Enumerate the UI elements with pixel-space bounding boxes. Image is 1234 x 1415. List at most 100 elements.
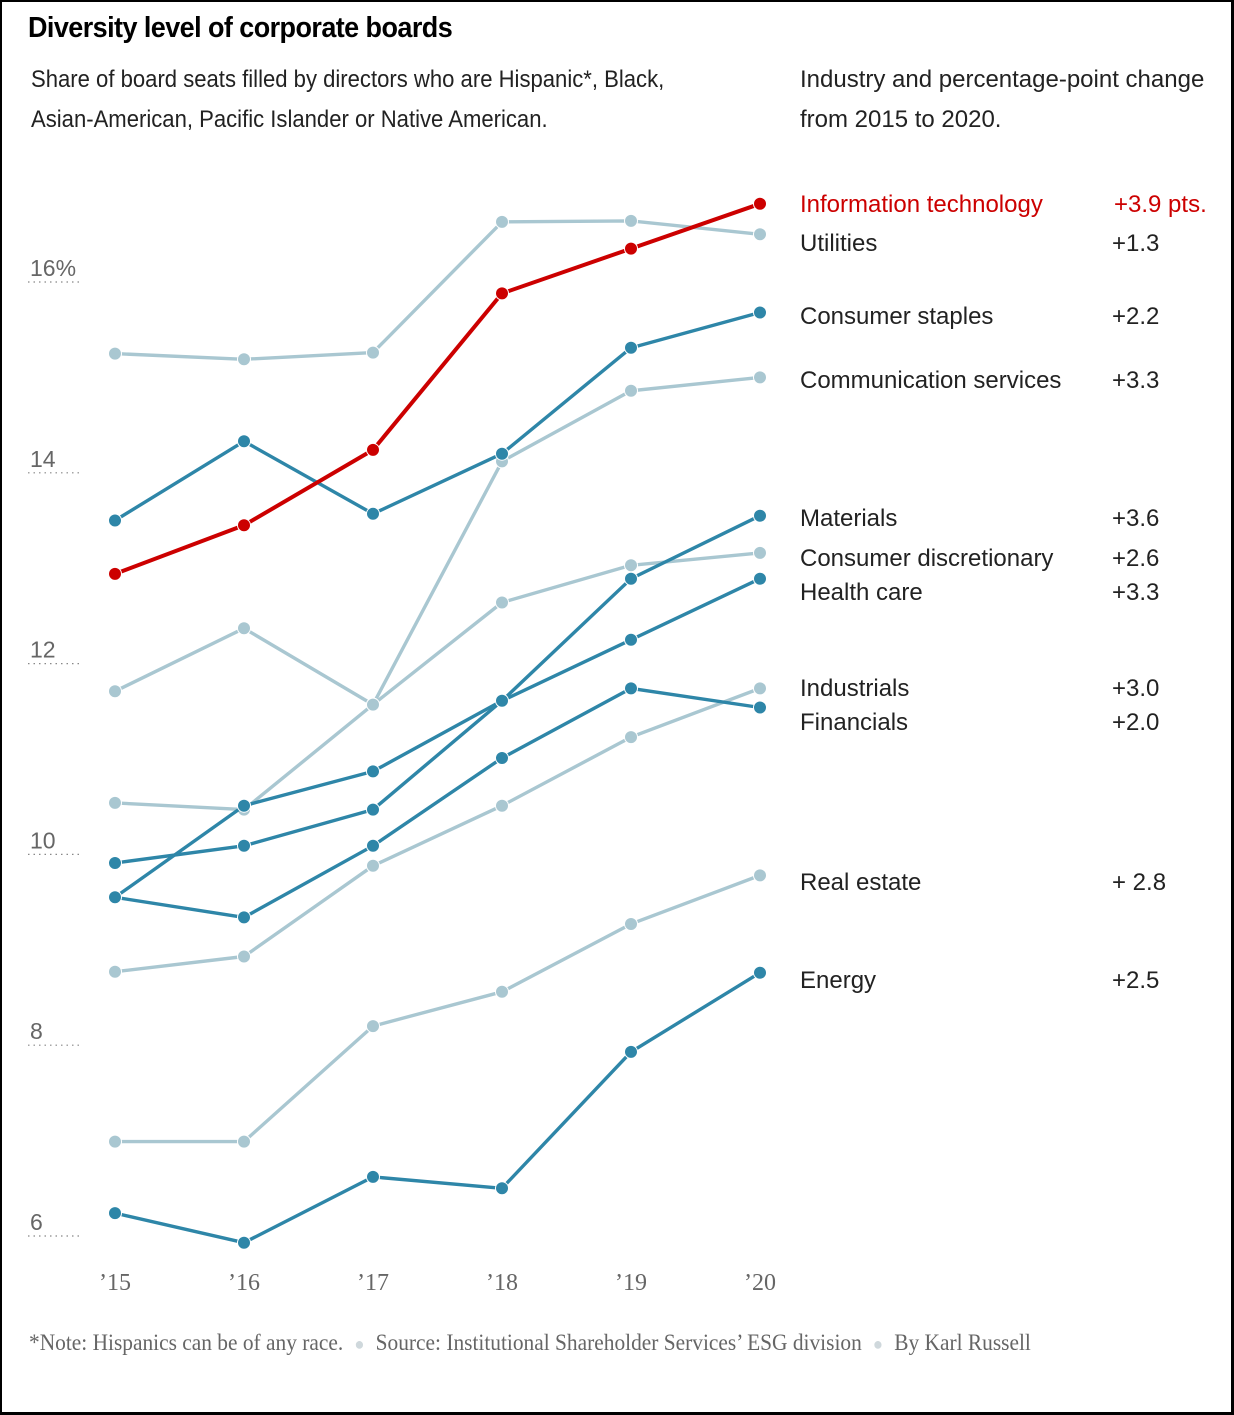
series-utilities bbox=[108, 213, 767, 367]
series-label: Industrials bbox=[800, 675, 909, 702]
data-point bbox=[366, 442, 380, 457]
data-point bbox=[753, 700, 767, 715]
y-tick-label: 6 bbox=[30, 1209, 43, 1235]
data-point bbox=[366, 802, 380, 817]
series-line bbox=[114, 577, 761, 899]
series-lines-highlight bbox=[108, 196, 767, 581]
data-point bbox=[108, 856, 122, 870]
y-axis: 16% 14 12 10 8 6 bbox=[28, 255, 83, 1237]
data-point bbox=[495, 751, 509, 765]
y-tick-label: 16% bbox=[30, 255, 76, 281]
data-point bbox=[753, 965, 767, 980]
series-lines-dark bbox=[108, 305, 767, 1250]
series-change-value: +3.0 bbox=[1112, 675, 1159, 702]
data-point bbox=[366, 697, 380, 712]
data-point bbox=[237, 838, 251, 853]
series-line bbox=[114, 310, 761, 522]
data-point bbox=[624, 730, 638, 745]
series-label: Information technology bbox=[800, 191, 1043, 218]
series-change-value: +2.5 bbox=[1112, 967, 1159, 994]
series-label: Health care bbox=[800, 579, 923, 606]
data-point bbox=[753, 227, 767, 242]
data-point bbox=[624, 558, 638, 573]
series-lines-light bbox=[108, 213, 767, 1149]
data-point bbox=[237, 518, 251, 533]
data-point bbox=[108, 513, 122, 528]
data-point bbox=[753, 571, 767, 586]
x-axis: ’15 ’16 ’17 ’18 ’19 ’20 bbox=[99, 1270, 776, 1296]
separator-dot-icon: ● bbox=[872, 1334, 884, 1354]
series-financials bbox=[108, 681, 767, 925]
data-point bbox=[753, 508, 767, 523]
data-point bbox=[495, 1181, 509, 1196]
data-point bbox=[108, 1134, 122, 1149]
labels-heading: Industry and percentage-point change fro… bbox=[800, 66, 1205, 133]
series-change-value: +2.2 bbox=[1112, 303, 1159, 330]
data-point bbox=[366, 1019, 380, 1034]
series-labels: Information technology +3.9 pts. Utilities… bbox=[800, 191, 1207, 994]
series-change-value: +3.3 bbox=[1112, 367, 1159, 394]
series-change-value: +2.0 bbox=[1112, 709, 1159, 736]
series-label: Consumer staples bbox=[800, 303, 993, 330]
series-industrials bbox=[108, 681, 767, 979]
series-line bbox=[114, 514, 761, 865]
series-health-care bbox=[108, 571, 767, 905]
data-point bbox=[108, 964, 122, 979]
chart-footer: *Note: Hispanics can be of any race. ● Sou… bbox=[29, 1324, 1099, 1363]
data-point bbox=[108, 346, 122, 361]
series-change-value: +2.6 bbox=[1112, 545, 1159, 572]
data-point bbox=[495, 595, 509, 610]
series-energy bbox=[108, 965, 767, 1250]
series-change-value: +3.3 bbox=[1112, 579, 1159, 606]
series-line bbox=[114, 201, 761, 576]
series-label: Utilities bbox=[800, 230, 877, 257]
y-tick-label: 8 bbox=[30, 1018, 43, 1044]
series-label: Energy bbox=[800, 967, 876, 994]
series-line bbox=[114, 375, 761, 707]
data-point bbox=[237, 621, 251, 636]
data-point bbox=[495, 214, 509, 229]
data-point bbox=[108, 684, 122, 699]
data-point bbox=[237, 1134, 251, 1149]
series-line bbox=[114, 686, 761, 920]
data-point bbox=[366, 858, 380, 873]
series-label: Consumer discretionary bbox=[800, 545, 1053, 572]
data-point bbox=[237, 910, 251, 925]
data-point bbox=[366, 1169, 380, 1184]
data-point bbox=[624, 632, 638, 647]
data-point bbox=[753, 545, 767, 560]
series-line bbox=[114, 686, 761, 974]
series-line bbox=[114, 219, 761, 361]
data-point bbox=[237, 434, 251, 449]
series-change-value: +3.6 bbox=[1112, 505, 1159, 532]
x-tick-label: ’15 bbox=[99, 1270, 131, 1296]
data-point bbox=[495, 446, 509, 461]
series-line bbox=[114, 971, 761, 1245]
data-point bbox=[624, 241, 638, 256]
data-point bbox=[753, 196, 767, 211]
series-change-value: + 2.8 bbox=[1112, 869, 1166, 896]
data-point bbox=[495, 984, 509, 999]
separator-dot-icon: ● bbox=[354, 1334, 365, 1354]
data-point bbox=[108, 890, 122, 905]
data-point bbox=[624, 383, 638, 398]
y-tick-label: 14 bbox=[30, 446, 56, 472]
series-line bbox=[115, 873, 761, 1144]
series-label: Real estate bbox=[800, 869, 921, 896]
series-change-value: +3.9 pts. bbox=[1114, 191, 1207, 218]
series-real-estate bbox=[108, 868, 767, 1149]
data-point bbox=[753, 370, 767, 385]
series-label: Communication services bbox=[800, 367, 1061, 394]
x-tick-label: ’18 bbox=[486, 1270, 518, 1296]
x-tick-label: ’17 bbox=[357, 1270, 389, 1296]
data-point bbox=[108, 795, 122, 810]
chart-title: Diversity level of corporate boards bbox=[28, 12, 453, 44]
data-point bbox=[108, 1206, 122, 1221]
data-point bbox=[108, 566, 122, 581]
data-point bbox=[366, 345, 380, 360]
x-tick-label: ’20 bbox=[744, 1270, 776, 1296]
series-consumer-staples bbox=[108, 305, 767, 528]
footer-note: *Note: Hispanics can be of any race. bbox=[29, 1330, 344, 1355]
x-tick-label: ’19 bbox=[615, 1270, 647, 1296]
